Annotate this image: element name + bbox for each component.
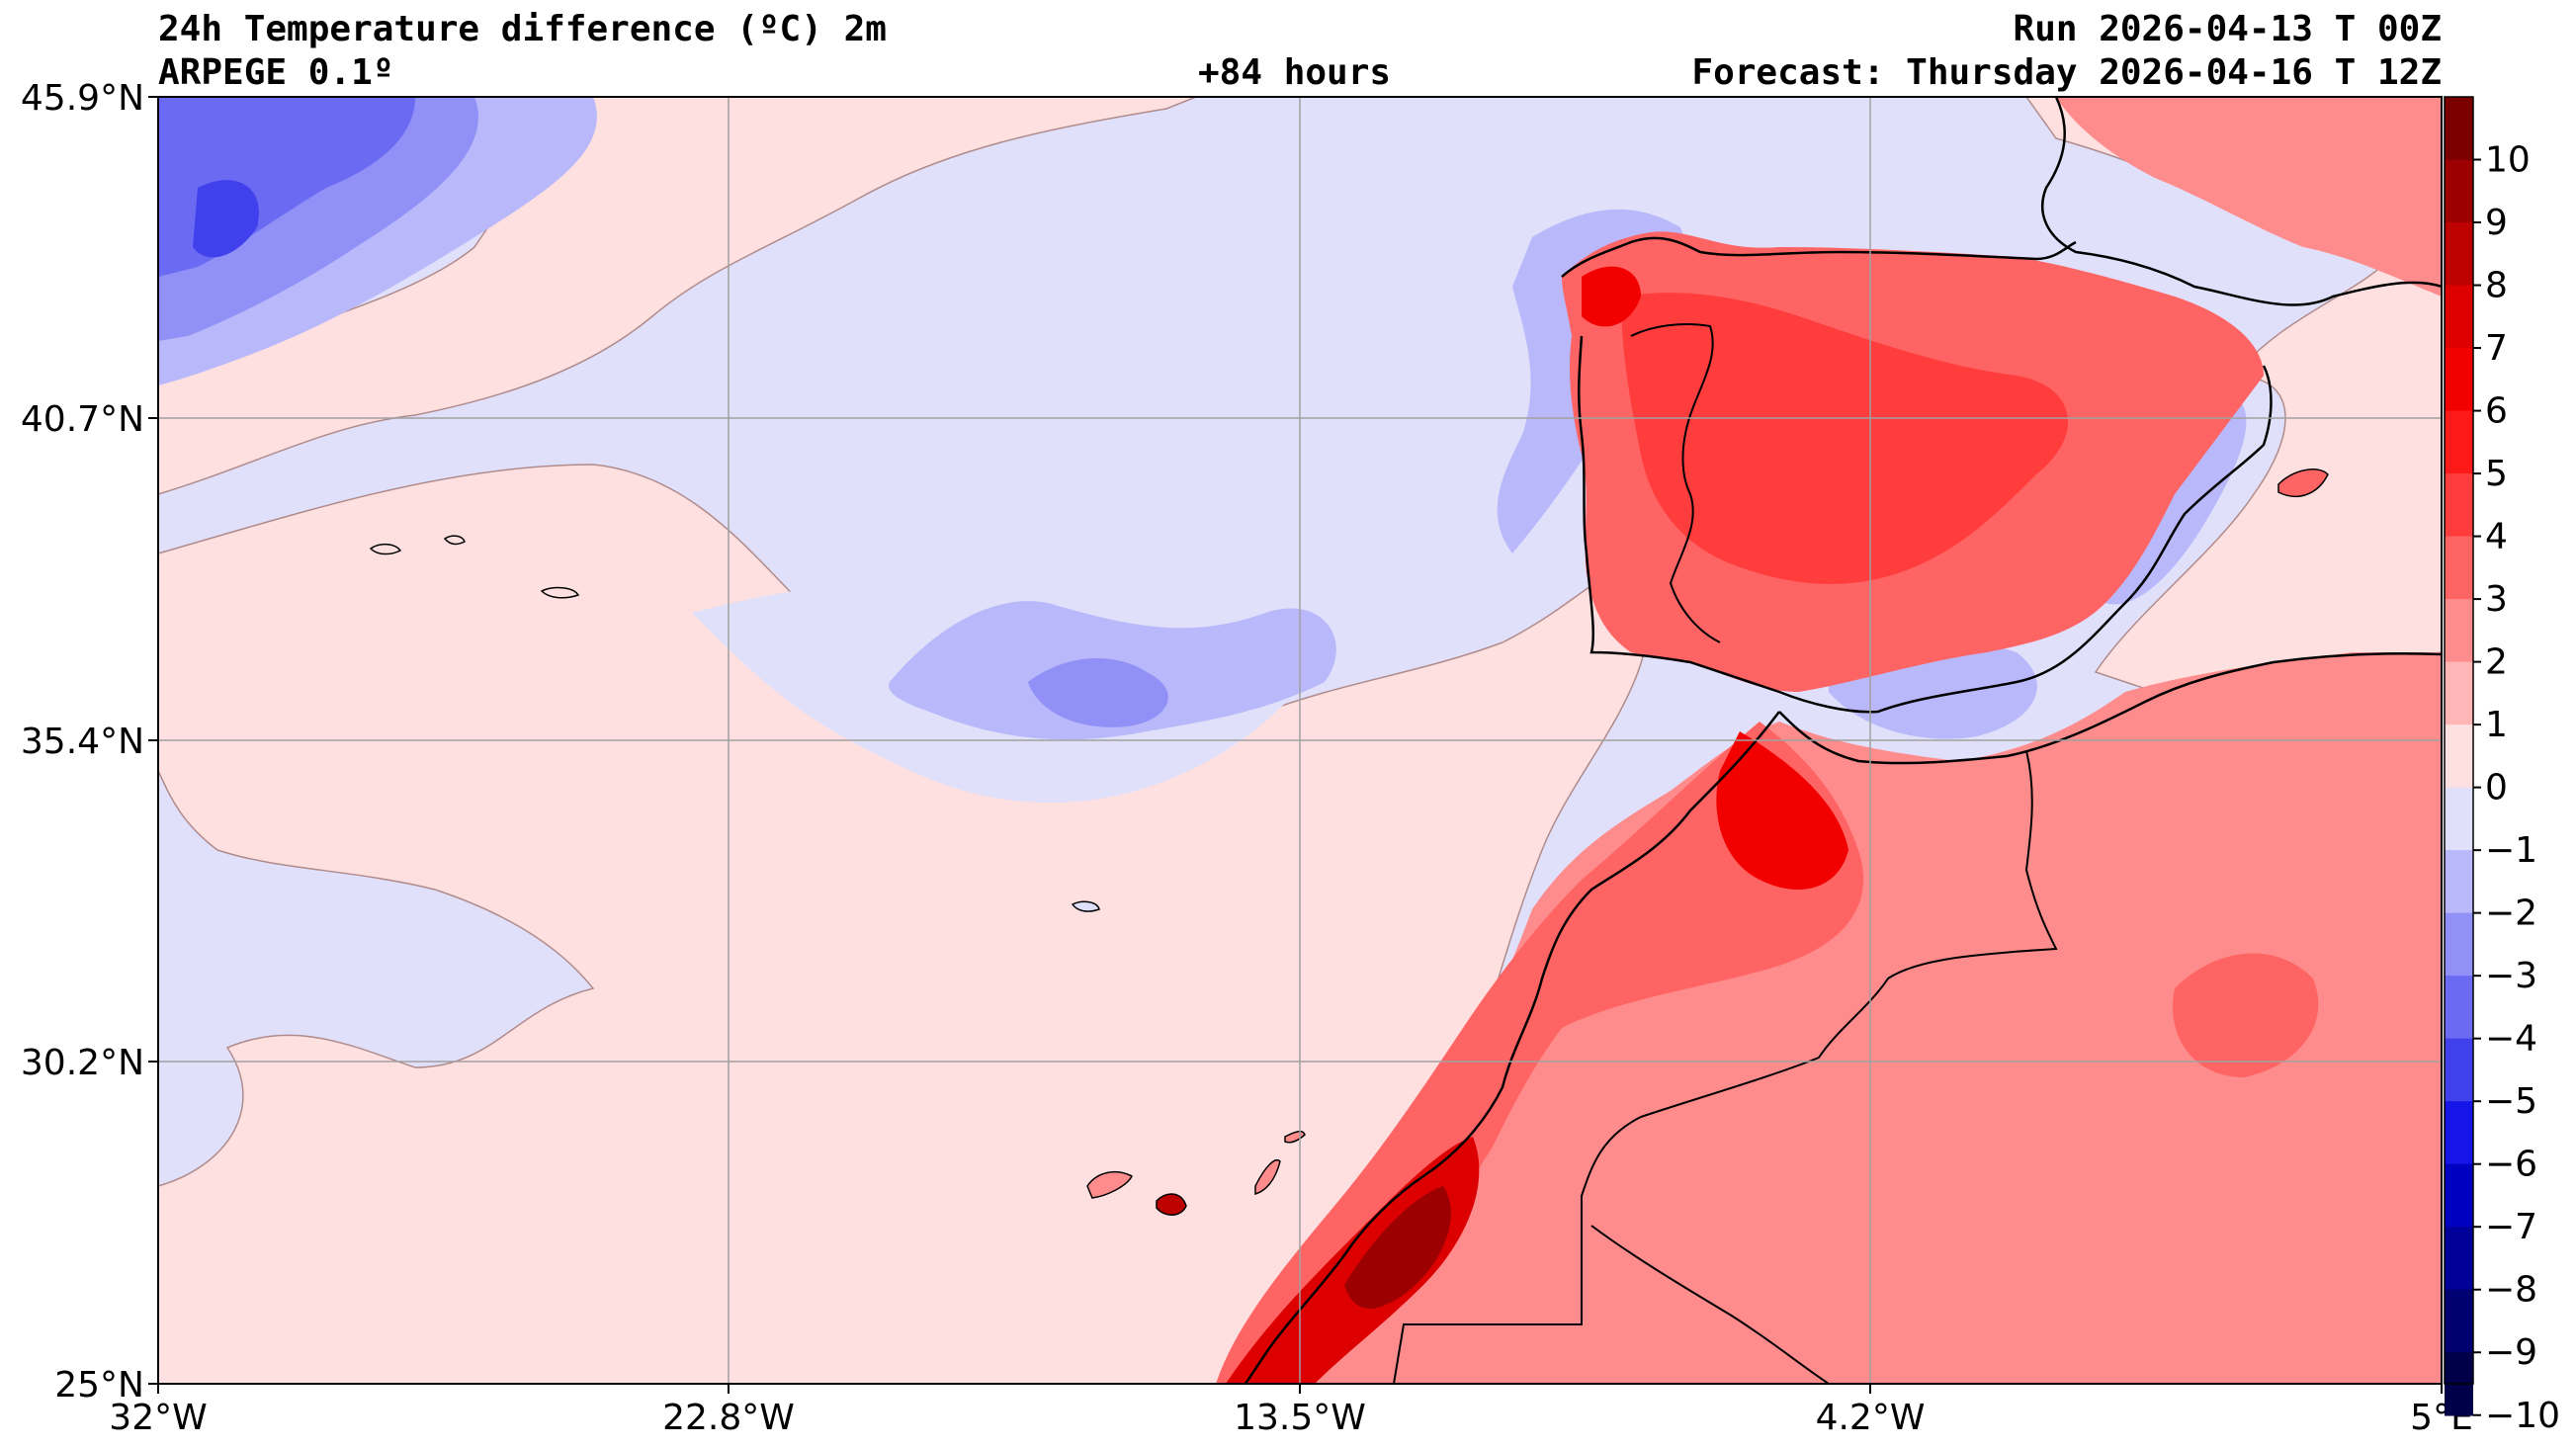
- lon-label-32w: 32°W: [109, 1398, 207, 1438]
- colorbar-swatch: [2445, 348, 2473, 412]
- warm-iberia-hot: [1582, 266, 1641, 327]
- run-label: Run 2026-04-13 T 00Z: [2013, 9, 2442, 49]
- warm-north-africa: [1226, 652, 2442, 1384]
- lon-label-13-5w: 13.5°W: [1234, 1398, 1366, 1438]
- model-label: ARPEGE 0.1º: [158, 52, 394, 93]
- warm-iberia-core: [1621, 293, 2069, 584]
- colorbar-swatch: [2445, 97, 2473, 161]
- colorbar-label: −7: [2485, 1207, 2537, 1247]
- colorbar-swatch: [2445, 661, 2473, 725]
- colorbar-label: 8: [2485, 266, 2508, 306]
- colorbar-swatch: [2445, 159, 2473, 223]
- colorbar-label: 9: [2485, 203, 2508, 243]
- colorbar-swatch: [2445, 850, 2473, 914]
- warm-mediterranean-north: [2056, 97, 2442, 297]
- colorbar-label: −10: [2485, 1396, 2560, 1436]
- coastlines: [1244, 97, 2442, 1384]
- colorbar-label: −5: [2485, 1081, 2537, 1122]
- colorbar-label: −8: [2485, 1270, 2537, 1311]
- colorbar-swatch: [2445, 599, 2473, 663]
- island-canary-2: [1156, 1193, 1187, 1216]
- colorbar-swatch: [2445, 410, 2473, 474]
- colorbar-frame: [2444, 96, 2474, 1385]
- map-field: [158, 97, 2442, 1384]
- warm-morocco-core: [1716, 731, 1848, 890]
- colorbar-label: −6: [2485, 1145, 2537, 1185]
- colorbar-label: −2: [2485, 894, 2537, 934]
- lat-label-30-2: 30.2°N: [21, 1043, 144, 1083]
- island-azores-1: [540, 586, 580, 599]
- lon-label-4-2w: 4.2°W: [1816, 1398, 1926, 1438]
- forecast-label: Forecast: Thursday 2026-04-16 T 12Z: [1691, 52, 2442, 93]
- colorbar-label: 10: [2485, 140, 2531, 181]
- border-morocco-algeria: [1393, 750, 2058, 1384]
- colorbar-swatch: [2445, 536, 2473, 600]
- colorbar-label: 5: [2485, 454, 2508, 494]
- lat-label-45-9: 45.9°N: [21, 78, 144, 119]
- map-title: 24h Temperature difference (ºC) 2m: [158, 9, 887, 49]
- coast-north-africa: [1244, 652, 2442, 1384]
- colorbar-swatch: [2445, 724, 2473, 789]
- island-madeira: [1071, 900, 1100, 912]
- colorbar-swatch: [2445, 787, 2473, 851]
- lat-label-40-7: 40.7°N: [21, 399, 144, 440]
- lat-label-35-4: 35.4°N: [21, 722, 144, 762]
- colorbar-swatch: [2445, 473, 2473, 538]
- colorbar-swatch: [2445, 1163, 2473, 1229]
- border-portugal-spain: [1630, 323, 1721, 643]
- warm-sahara-core: [1344, 1186, 1451, 1309]
- colorbar-swatch: [2445, 285, 2473, 349]
- colorbar-swatch: [2445, 1101, 2473, 1165]
- colorbar-label: 0: [2485, 768, 2508, 809]
- colorbar-label: 3: [2485, 579, 2508, 620]
- colorbar-label: −3: [2485, 956, 2537, 996]
- island-canary-3: [1254, 1159, 1281, 1196]
- warm-inland-spot: [2173, 953, 2319, 1077]
- colorbar-label: 1: [2485, 705, 2508, 745]
- colorbar-swatch: [2445, 1289, 2473, 1354]
- cold-core-atlantic: [1028, 658, 1168, 727]
- island-canary-1: [1086, 1170, 1133, 1199]
- colorbar-swatch: [2445, 222, 2473, 287]
- island-azores-3: [443, 535, 466, 546]
- lat-label-25: 25°N: [54, 1365, 144, 1405]
- coast-iberia: [1561, 236, 2273, 714]
- cold-spot-inner: [193, 180, 259, 258]
- island-mallorca: [2277, 468, 2329, 497]
- colorbar-label: −4: [2485, 1019, 2537, 1060]
- colorbar-label: 4: [2485, 517, 2508, 557]
- colorbar-swatch: [2445, 1038, 2473, 1102]
- gridlines: [158, 97, 2442, 1384]
- colorbar-label: −9: [2485, 1332, 2537, 1373]
- colorbar-label: −1: [2485, 830, 2537, 871]
- lon-label-22-8w: 22.8°W: [662, 1398, 795, 1438]
- pink-zone-north: [158, 97, 1197, 495]
- axis-ticks: [148, 96, 2443, 1394]
- colorbar-label: 6: [2485, 391, 2508, 432]
- lead-time-label: +84 hours: [1198, 52, 1392, 93]
- island-azores-2: [369, 543, 402, 555]
- colorbar-swatch: [2445, 912, 2473, 977]
- border-sahara: [1590, 1225, 1830, 1384]
- colorbar-swatch: [2445, 976, 2473, 1040]
- colorbar-label: 7: [2485, 328, 2508, 369]
- colorbar-swatch: [2445, 1227, 2473, 1291]
- colorbar-label: 2: [2485, 642, 2508, 683]
- coast-france: [2041, 97, 2442, 306]
